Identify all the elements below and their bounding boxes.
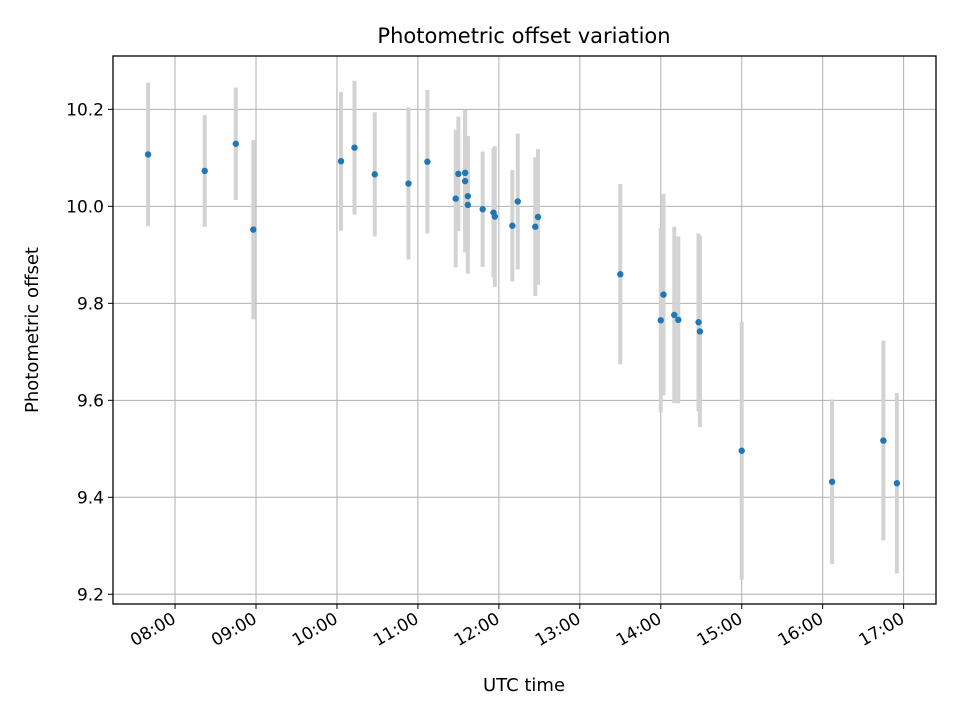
data-point [351, 144, 358, 151]
y-tick-label: 9.6 [77, 391, 104, 411]
grid-lines [113, 56, 936, 604]
chart-title: Photometric offset variation [377, 24, 670, 48]
data-point [144, 151, 152, 158]
data-point [464, 192, 472, 200]
data-points [144, 140, 901, 487]
data-point [671, 311, 678, 319]
data-point [509, 222, 516, 229]
data-point [461, 169, 469, 177]
data-point [455, 170, 462, 178]
data-point [893, 480, 901, 487]
y-tick-label: 10.2 [66, 100, 104, 120]
y-tick-label: 9.4 [77, 488, 104, 508]
data-point [461, 177, 469, 185]
data-point [464, 201, 472, 209]
data-point [491, 213, 499, 220]
data-point [880, 437, 887, 444]
data-point [479, 206, 486, 213]
data-point [696, 328, 704, 335]
data-point [657, 317, 664, 324]
x-axis-label: UTC time [483, 675, 565, 696]
y-tick-label: 9.2 [77, 585, 104, 605]
y-tick-label: 10.0 [66, 197, 104, 217]
data-point [675, 316, 682, 324]
plot-area-frame [112, 55, 937, 605]
data-point [452, 195, 459, 202]
data-point [424, 158, 431, 165]
data-point [534, 213, 542, 221]
data-point [617, 271, 624, 278]
data-point [371, 171, 378, 178]
data-point [232, 140, 239, 147]
data-point [695, 319, 702, 326]
y-axis-ticks: 9.2 9.4 9.6 9.8 10.0 10.2 [66, 100, 113, 605]
y-tick-label: 9.8 [77, 294, 104, 314]
y-axis-label: Photometric offset [22, 247, 43, 413]
data-point [201, 167, 208, 175]
data-point [337, 158, 345, 165]
data-point [250, 226, 257, 233]
data-point [514, 198, 521, 205]
data-point [405, 180, 412, 187]
data-point [532, 223, 539, 230]
data-point [738, 447, 745, 454]
data-point [660, 291, 667, 298]
data-point [828, 478, 836, 485]
